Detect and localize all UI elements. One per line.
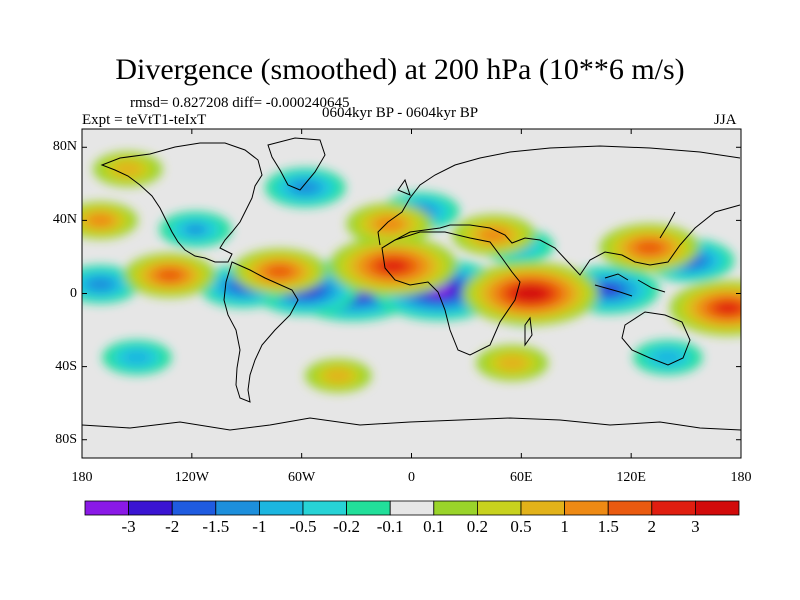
colorbar-box <box>84 500 129 516</box>
colorbar-label: 0.5 <box>510 517 532 536</box>
divergence-cell-17 <box>599 223 700 272</box>
contour-core <box>93 216 108 224</box>
contour-core <box>162 271 178 279</box>
contour-core <box>384 261 403 271</box>
colorbar-box <box>258 500 304 516</box>
colorbar-box <box>476 500 522 516</box>
colorbar-label: 2 <box>647 517 657 536</box>
coastline-japan <box>659 211 676 239</box>
colorbar-label: 1 <box>560 517 569 536</box>
colorbar-label: 1.5 <box>597 517 619 536</box>
contour-core <box>272 267 288 276</box>
x-tick-label: 60E <box>510 470 533 485</box>
contour-core <box>485 231 502 239</box>
divergence-cell-22 <box>82 201 138 239</box>
divergence-cell-10 <box>159 211 232 248</box>
y-tick-label: 80S <box>55 431 77 447</box>
coastline-greenland <box>267 137 326 191</box>
y-tick-label: 40N <box>52 212 77 228</box>
contour-core <box>119 165 137 174</box>
colorbar-box <box>564 500 609 516</box>
experiment-label: Expt = teVtT1-teIxT <box>82 112 207 128</box>
divergence-cell-15 <box>462 261 599 326</box>
colorbar-box <box>128 500 173 516</box>
divergence-cell-14 <box>329 236 458 297</box>
colorbar-label: -1.5 <box>202 517 230 536</box>
divergence-cell-23 <box>476 344 549 381</box>
y-tick-label: 40S <box>55 358 77 374</box>
contour-fill-group <box>82 151 741 393</box>
contour-core <box>128 353 146 362</box>
x-tick-label: 180 <box>71 470 93 485</box>
contour-core <box>330 371 347 380</box>
colorbar-box <box>171 500 217 516</box>
divergence-cell-13 <box>102 340 172 375</box>
colorbar-label: 0.2 <box>466 517 489 536</box>
colorbar-label: 3 <box>691 517 700 536</box>
divergence-cell-25 <box>93 151 163 187</box>
contour-core <box>503 358 521 368</box>
colorbar-label: -0.5 <box>289 517 317 536</box>
coastline-north-america <box>100 142 263 263</box>
colorbar-box <box>695 500 740 516</box>
colorbar-label: -0.2 <box>333 517 361 536</box>
divergence-cell-16 <box>669 280 741 336</box>
colorbar-label: -2 <box>165 517 180 536</box>
contour-core <box>720 304 737 312</box>
coastline-south-america <box>223 261 299 403</box>
contour-core <box>641 243 658 252</box>
coastline-australia <box>621 311 691 366</box>
period-label: 0604kyr BP - 0604kyr BP <box>322 105 479 121</box>
coastline-antarctica <box>82 417 741 431</box>
contour-core <box>522 289 539 298</box>
x-tick-label: 180 <box>730 470 752 485</box>
x-tick-label: 120W <box>174 470 209 485</box>
colorbar-box <box>346 500 391 516</box>
divergence-cell-12 <box>633 340 703 375</box>
contour-core <box>186 225 205 234</box>
stats-text: rmsd= 0.827208 diff= -0.000240645 <box>130 95 350 111</box>
x-tick-label: 60W <box>288 470 316 485</box>
y-tick-label: 80N <box>52 139 77 155</box>
divergence-cell-18 <box>232 248 327 295</box>
colorbar-box <box>651 500 696 516</box>
colorbar-box <box>389 500 435 516</box>
colorbar <box>84 500 740 516</box>
contour-core <box>659 353 677 362</box>
divergence-cell-19 <box>124 253 216 298</box>
colorbar-label: -1 <box>252 517 267 536</box>
coastline-indonesia <box>594 273 666 297</box>
contour-core <box>92 280 108 289</box>
coastline-britain <box>397 178 411 196</box>
coastline-africa <box>381 231 521 356</box>
contour-core <box>297 183 314 192</box>
colorbar-label: 0.1 <box>423 517 445 536</box>
coastline-eurasia <box>377 145 741 276</box>
colorbar-box <box>302 500 347 516</box>
colorbar-label: -0.1 <box>376 517 404 536</box>
chart-title: Divergence (smoothed) at 200 hPa (10**6 … <box>115 53 685 86</box>
season-label: JJA <box>714 112 737 128</box>
tick-marks-group <box>81 129 742 458</box>
x-tick-label: 0 <box>408 470 415 485</box>
colorbar-box <box>433 500 478 516</box>
contour-core <box>381 220 398 229</box>
coastline-group <box>82 137 741 431</box>
y-tick-label: 0 <box>70 285 77 301</box>
divergence-cell-7 <box>265 167 346 208</box>
colorbar-box <box>607 500 653 516</box>
colorbar-label: -3 <box>121 517 136 536</box>
divergence-cell-21 <box>452 214 536 256</box>
coastline-madagascar <box>524 316 533 347</box>
colorbar-box <box>215 500 260 516</box>
divergence-cell-24 <box>305 358 372 393</box>
x-tick-label: 120E <box>616 470 646 485</box>
divergence-cell-20 <box>346 203 433 246</box>
colorbar-box <box>520 500 565 516</box>
